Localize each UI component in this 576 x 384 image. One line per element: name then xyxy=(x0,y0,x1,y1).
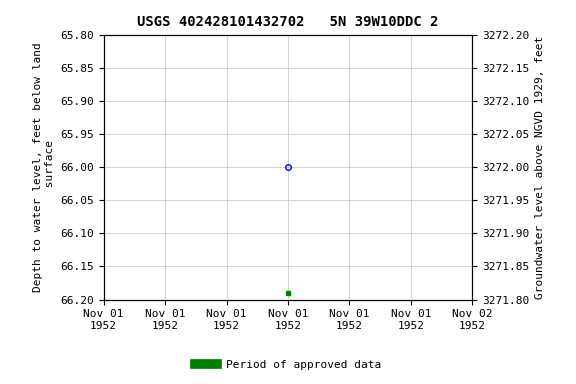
Y-axis label: Depth to water level, feet below land
 surface: Depth to water level, feet below land su… xyxy=(33,42,55,292)
Title: USGS 402428101432702   5N 39W10DDC 2: USGS 402428101432702 5N 39W10DDC 2 xyxy=(137,15,439,29)
Legend: Period of approved data: Period of approved data xyxy=(191,356,385,375)
Y-axis label: Groundwater level above NGVD 1929, feet: Groundwater level above NGVD 1929, feet xyxy=(535,35,545,299)
